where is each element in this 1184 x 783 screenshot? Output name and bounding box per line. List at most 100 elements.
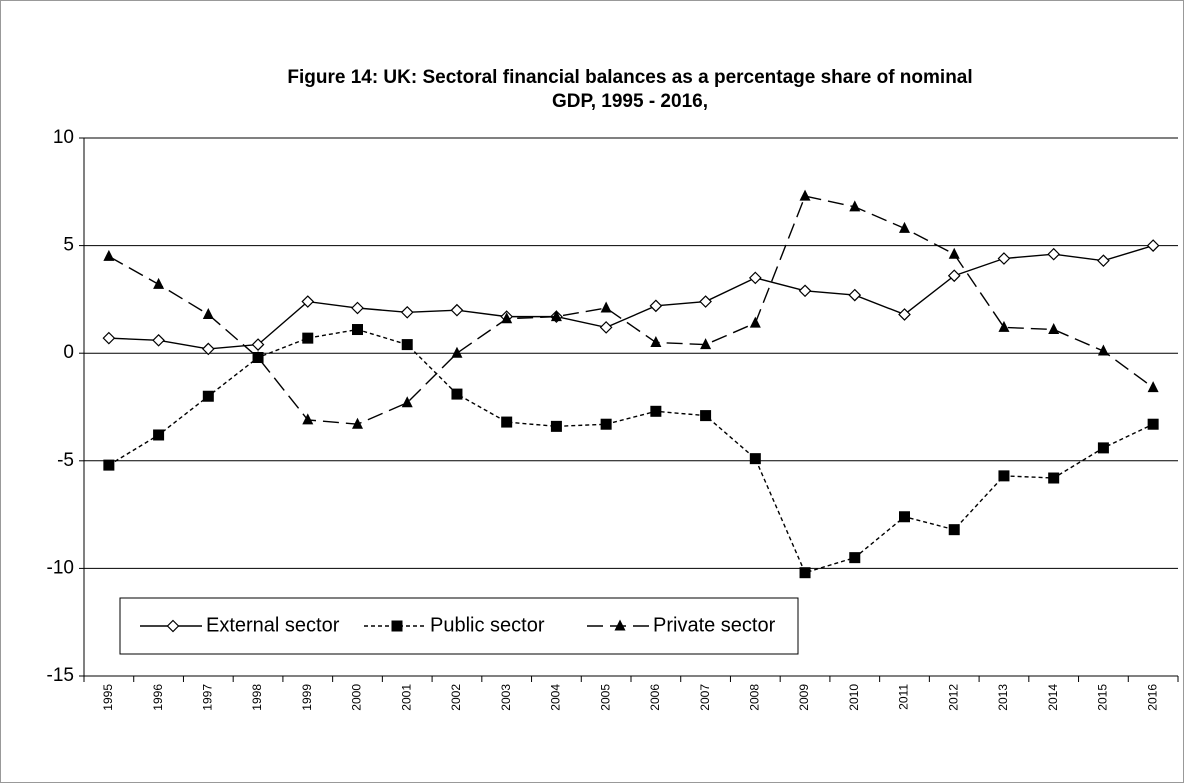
marker bbox=[550, 310, 562, 322]
series-line bbox=[108, 244, 1154, 350]
marker bbox=[302, 332, 314, 344]
marker bbox=[451, 346, 463, 358]
marker bbox=[103, 249, 115, 261]
marker bbox=[748, 271, 762, 285]
marker bbox=[401, 339, 413, 351]
marker bbox=[501, 312, 513, 324]
y-tick-label: 0 bbox=[63, 342, 74, 363]
marker bbox=[1097, 442, 1109, 454]
y-tick-label: -5 bbox=[57, 450, 74, 471]
marker bbox=[501, 416, 513, 428]
x-tick-label: 2004 bbox=[549, 684, 563, 711]
marker bbox=[700, 338, 712, 350]
y-tick-label: 5 bbox=[63, 235, 74, 256]
marker bbox=[1097, 254, 1110, 268]
x-tick-label: 2015 bbox=[1096, 684, 1110, 711]
legend-label: Public sector bbox=[430, 614, 545, 636]
marker bbox=[351, 301, 364, 315]
marker bbox=[301, 295, 315, 308]
marker bbox=[550, 420, 562, 432]
x-tick-label: 2009 bbox=[797, 684, 811, 711]
x-tick-label: 2006 bbox=[648, 684, 662, 711]
legend-marker bbox=[166, 619, 180, 633]
marker bbox=[649, 299, 663, 313]
x-tick-label: 2003 bbox=[499, 684, 513, 711]
legend-label: Private sector bbox=[653, 614, 776, 636]
marker bbox=[599, 321, 613, 334]
marker bbox=[948, 247, 960, 259]
marker bbox=[252, 351, 264, 363]
marker bbox=[600, 418, 612, 430]
x-tick-label: 2007 bbox=[698, 684, 712, 711]
marker bbox=[899, 221, 910, 233]
marker bbox=[699, 295, 712, 308]
x-tick-label: 1995 bbox=[101, 684, 115, 711]
marker bbox=[898, 308, 911, 321]
x-tick-label: 2012 bbox=[946, 684, 960, 711]
marker bbox=[849, 552, 861, 564]
marker bbox=[948, 524, 960, 536]
x-tick-label: 2008 bbox=[747, 684, 761, 711]
marker bbox=[849, 200, 861, 212]
x-tick-label: 2002 bbox=[449, 684, 463, 711]
marker bbox=[1047, 247, 1061, 261]
x-tick-label: 2000 bbox=[350, 684, 364, 711]
x-tick-label: 2014 bbox=[1046, 684, 1060, 711]
y-tick-label: -15 bbox=[47, 665, 74, 686]
x-tick-label: 2011 bbox=[897, 684, 911, 710]
marker bbox=[997, 252, 1011, 265]
x-tick-label: 2001 bbox=[399, 684, 413, 711]
chart-title: Figure 14: UK: Sectoral financial balanc… bbox=[287, 67, 972, 88]
marker bbox=[1048, 323, 1060, 335]
series-line bbox=[108, 195, 1154, 425]
marker bbox=[400, 305, 414, 319]
y-tick-label: 10 bbox=[53, 127, 74, 148]
marker bbox=[700, 410, 712, 422]
x-tick-label: 2013 bbox=[996, 684, 1010, 711]
marker bbox=[798, 284, 812, 298]
marker bbox=[153, 277, 165, 289]
marker bbox=[998, 320, 1010, 332]
marker bbox=[749, 316, 761, 328]
marker bbox=[102, 331, 116, 345]
marker bbox=[352, 417, 363, 429]
legend-box bbox=[119, 597, 799, 655]
marker bbox=[799, 567, 811, 579]
marker bbox=[650, 405, 662, 417]
legend-marker bbox=[391, 620, 403, 632]
marker bbox=[947, 269, 961, 283]
marker bbox=[799, 189, 811, 201]
marker bbox=[202, 307, 214, 319]
marker bbox=[1146, 239, 1160, 252]
legend-label: External sector bbox=[206, 614, 340, 636]
marker bbox=[302, 413, 314, 425]
legend-marker bbox=[614, 619, 626, 631]
y-tick-label: -10 bbox=[47, 557, 74, 578]
marker bbox=[1147, 418, 1159, 430]
marker bbox=[251, 338, 265, 351]
marker bbox=[650, 335, 662, 347]
marker bbox=[1048, 472, 1060, 484]
marker bbox=[451, 388, 463, 400]
marker bbox=[1147, 381, 1159, 393]
marker bbox=[352, 324, 363, 336]
marker bbox=[152, 333, 165, 347]
marker bbox=[998, 470, 1010, 482]
marker bbox=[201, 342, 215, 356]
marker bbox=[153, 429, 165, 441]
marker bbox=[401, 396, 413, 408]
x-tick-label: 1999 bbox=[300, 684, 314, 711]
x-tick-label: 1998 bbox=[250, 684, 264, 711]
chart-subtitle: GDP, 1995 - 2016, bbox=[552, 91, 708, 112]
marker bbox=[848, 288, 862, 302]
marker bbox=[450, 303, 464, 317]
x-tick-label: 1997 bbox=[200, 684, 214, 711]
marker bbox=[600, 301, 612, 313]
marker bbox=[103, 459, 115, 471]
x-tick-label: 2005 bbox=[598, 684, 612, 711]
marker bbox=[899, 511, 910, 523]
marker bbox=[749, 453, 761, 465]
x-tick-label: 2010 bbox=[847, 684, 861, 711]
